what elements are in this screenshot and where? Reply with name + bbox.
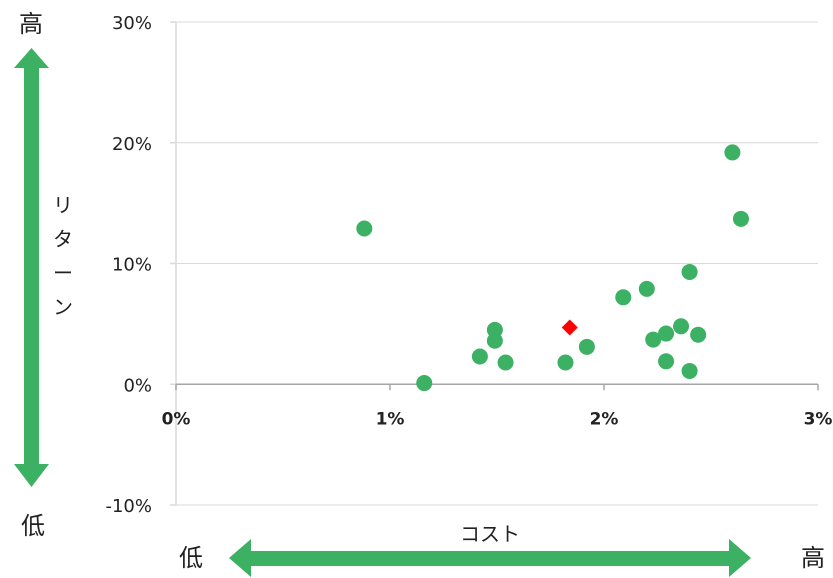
data-point — [658, 353, 675, 370]
x-tick-label: 2% — [590, 409, 619, 429]
y-axis-title-char: リ — [53, 193, 73, 217]
x-tick-label: 3% — [804, 409, 833, 429]
data-point — [486, 332, 503, 349]
data-point — [416, 375, 433, 392]
data-point — [615, 289, 632, 306]
data-point — [497, 354, 514, 371]
data-point — [673, 318, 690, 335]
data-point — [690, 326, 707, 343]
x-high-label: 高 — [801, 544, 825, 572]
data-point — [724, 144, 741, 161]
y-tick-label: 30% — [112, 13, 152, 34]
x-tick-labels: 0% 1% 2% 3% — [162, 409, 833, 429]
axes — [170, 21, 819, 506]
x-axis-title: コスト — [460, 522, 520, 546]
data-point — [471, 348, 488, 365]
data-point — [645, 331, 662, 348]
y-axis-title-char: タ — [53, 227, 73, 251]
data-point — [356, 220, 373, 237]
return-arrow — [14, 48, 49, 487]
y-axis-title-char: ン — [53, 295, 73, 319]
x-tick-label: 0% — [162, 409, 191, 429]
y-tick-label: 0% — [123, 375, 152, 396]
y-tick-label: 20% — [112, 134, 152, 155]
x-tick-label: 1% — [376, 409, 405, 429]
y-axis-title-char: ー — [53, 261, 73, 285]
y-tick-labels: -10% 0% 10% 20% 30% — [105, 13, 152, 517]
y-low-label: 低 — [21, 512, 45, 540]
data-point — [681, 362, 698, 379]
data-point — [658, 325, 675, 342]
data-point — [681, 263, 698, 280]
data-point — [732, 210, 749, 227]
data-point — [638, 280, 655, 297]
x-low-label: 低 — [179, 544, 203, 572]
y-tick-label: 10% — [112, 255, 152, 276]
data-points — [356, 144, 749, 392]
grid-lines — [176, 21, 818, 506]
highlight-point — [561, 319, 578, 336]
data-point — [557, 354, 574, 371]
cost-arrow — [229, 539, 751, 577]
y-tick-label: -10% — [105, 496, 152, 517]
data-point — [578, 338, 595, 355]
y-high-label: 高 — [19, 10, 43, 38]
